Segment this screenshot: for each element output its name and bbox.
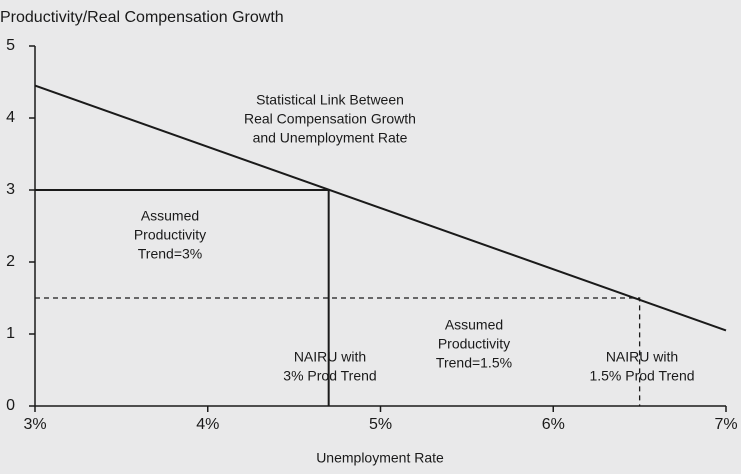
annotation: NAIRU with: [294, 349, 366, 365]
annotation: 3% Prod Trend: [283, 368, 376, 384]
annotation: Productivity: [438, 336, 510, 352]
line: [35, 189, 330, 406]
line: [35, 297, 641, 406]
annotation: Trend=1.5%: [436, 355, 512, 371]
annotation: and Unemployment Rate: [253, 130, 408, 146]
x-tick-label: 4%: [196, 416, 219, 433]
y-tick-label: 4: [6, 109, 15, 126]
x-tick-label: 5%: [369, 416, 392, 433]
y-tick-label: 2: [6, 253, 15, 270]
y-tick-label: 5: [6, 37, 15, 54]
annotation: Assumed: [445, 317, 503, 333]
x-tick-label: 6%: [542, 416, 565, 433]
annotation: Statistical Link Between: [256, 92, 404, 108]
chart-title: Productivity/Real Compensation Growth: [0, 9, 284, 26]
annotation: Productivity: [134, 227, 206, 243]
line: [34, 84, 727, 332]
x-axis-label: Unemployment Rate: [316, 450, 444, 466]
x-tick-label: 3%: [23, 416, 46, 433]
y-tick-label: 0: [6, 397, 15, 414]
annotation: Assumed: [141, 208, 199, 224]
y-tick-label: 3: [6, 181, 15, 198]
y-tick-label: 1: [6, 325, 15, 342]
annotation: Trend=3%: [138, 246, 202, 262]
annotation: Real Compensation Growth: [244, 111, 416, 127]
x-tick-label: 7%: [714, 416, 737, 433]
annotation: 1.5% Prod Trend: [589, 368, 694, 384]
annotation: NAIRU with: [606, 349, 678, 365]
